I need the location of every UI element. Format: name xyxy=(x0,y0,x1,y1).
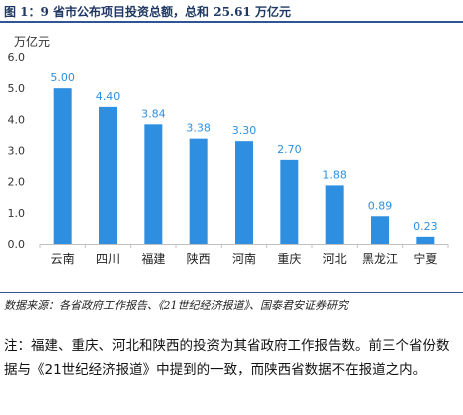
bar xyxy=(325,185,344,244)
source-divider xyxy=(0,292,463,293)
figure-title: 图 1：9 省市公布项目投资总额，总和 25.61 万亿元 xyxy=(4,5,291,19)
y-tick-label: 6.0 xyxy=(8,51,26,64)
bar xyxy=(99,106,117,244)
bar-chart: 0.0 1.0 2.0 3.0 4.0 5.0 6.0 5.00 云南 4.40 四川 3.84 福建 3… xyxy=(8,51,449,266)
x-tick-label: 四川 xyxy=(96,252,120,266)
y-tick-label: 2.0 xyxy=(8,176,26,189)
y-tick-label: 4.0 xyxy=(8,113,26,126)
bar xyxy=(189,138,208,244)
x-tick-label: 云南 xyxy=(51,251,75,266)
data-label: 3.30 xyxy=(232,124,257,137)
data-label: 0.89 xyxy=(368,199,393,212)
x-tick-label: 黑龙江 xyxy=(362,252,398,266)
data-label: 0.23 xyxy=(413,220,438,233)
y-axis-unit-label: 万亿元 xyxy=(14,35,51,49)
x-tick-label: 河南 xyxy=(232,251,256,266)
x-tick-label: 重庆 xyxy=(277,252,301,266)
bar xyxy=(53,88,72,245)
x-tick-label: 河北 xyxy=(323,252,347,266)
bar xyxy=(144,124,163,244)
x-tick-label: 宁夏 xyxy=(413,251,437,266)
x-tick-label: 福建 xyxy=(141,251,165,266)
bar xyxy=(371,216,389,244)
y-tick-label: 0.0 xyxy=(8,238,26,251)
y-tick-label: 1.0 xyxy=(8,207,26,220)
y-tick-label: 5.0 xyxy=(8,82,26,95)
bar xyxy=(280,159,299,244)
data-label: 5.00 xyxy=(50,71,75,84)
data-source: 数据来源：各省政府工作报告、《21世纪经济报道》、国泰君安证券研究 xyxy=(4,299,348,312)
data-label: 3.38 xyxy=(186,122,211,135)
title-divider xyxy=(0,21,463,23)
footnote: 注：福建、重庆、河北和陕西的投资为其省政府工作报告数。前三个省份数据与《21世纪… xyxy=(4,338,450,378)
x-tick-label: 陕西 xyxy=(187,251,211,266)
data-label: 1.88 xyxy=(322,168,347,181)
bar xyxy=(416,236,435,244)
data-label: 3.84 xyxy=(141,107,166,120)
data-label: 4.40 xyxy=(96,90,121,103)
data-label: 2.70 xyxy=(277,143,302,156)
y-tick-label: 3.0 xyxy=(8,145,26,158)
bar xyxy=(235,141,253,244)
